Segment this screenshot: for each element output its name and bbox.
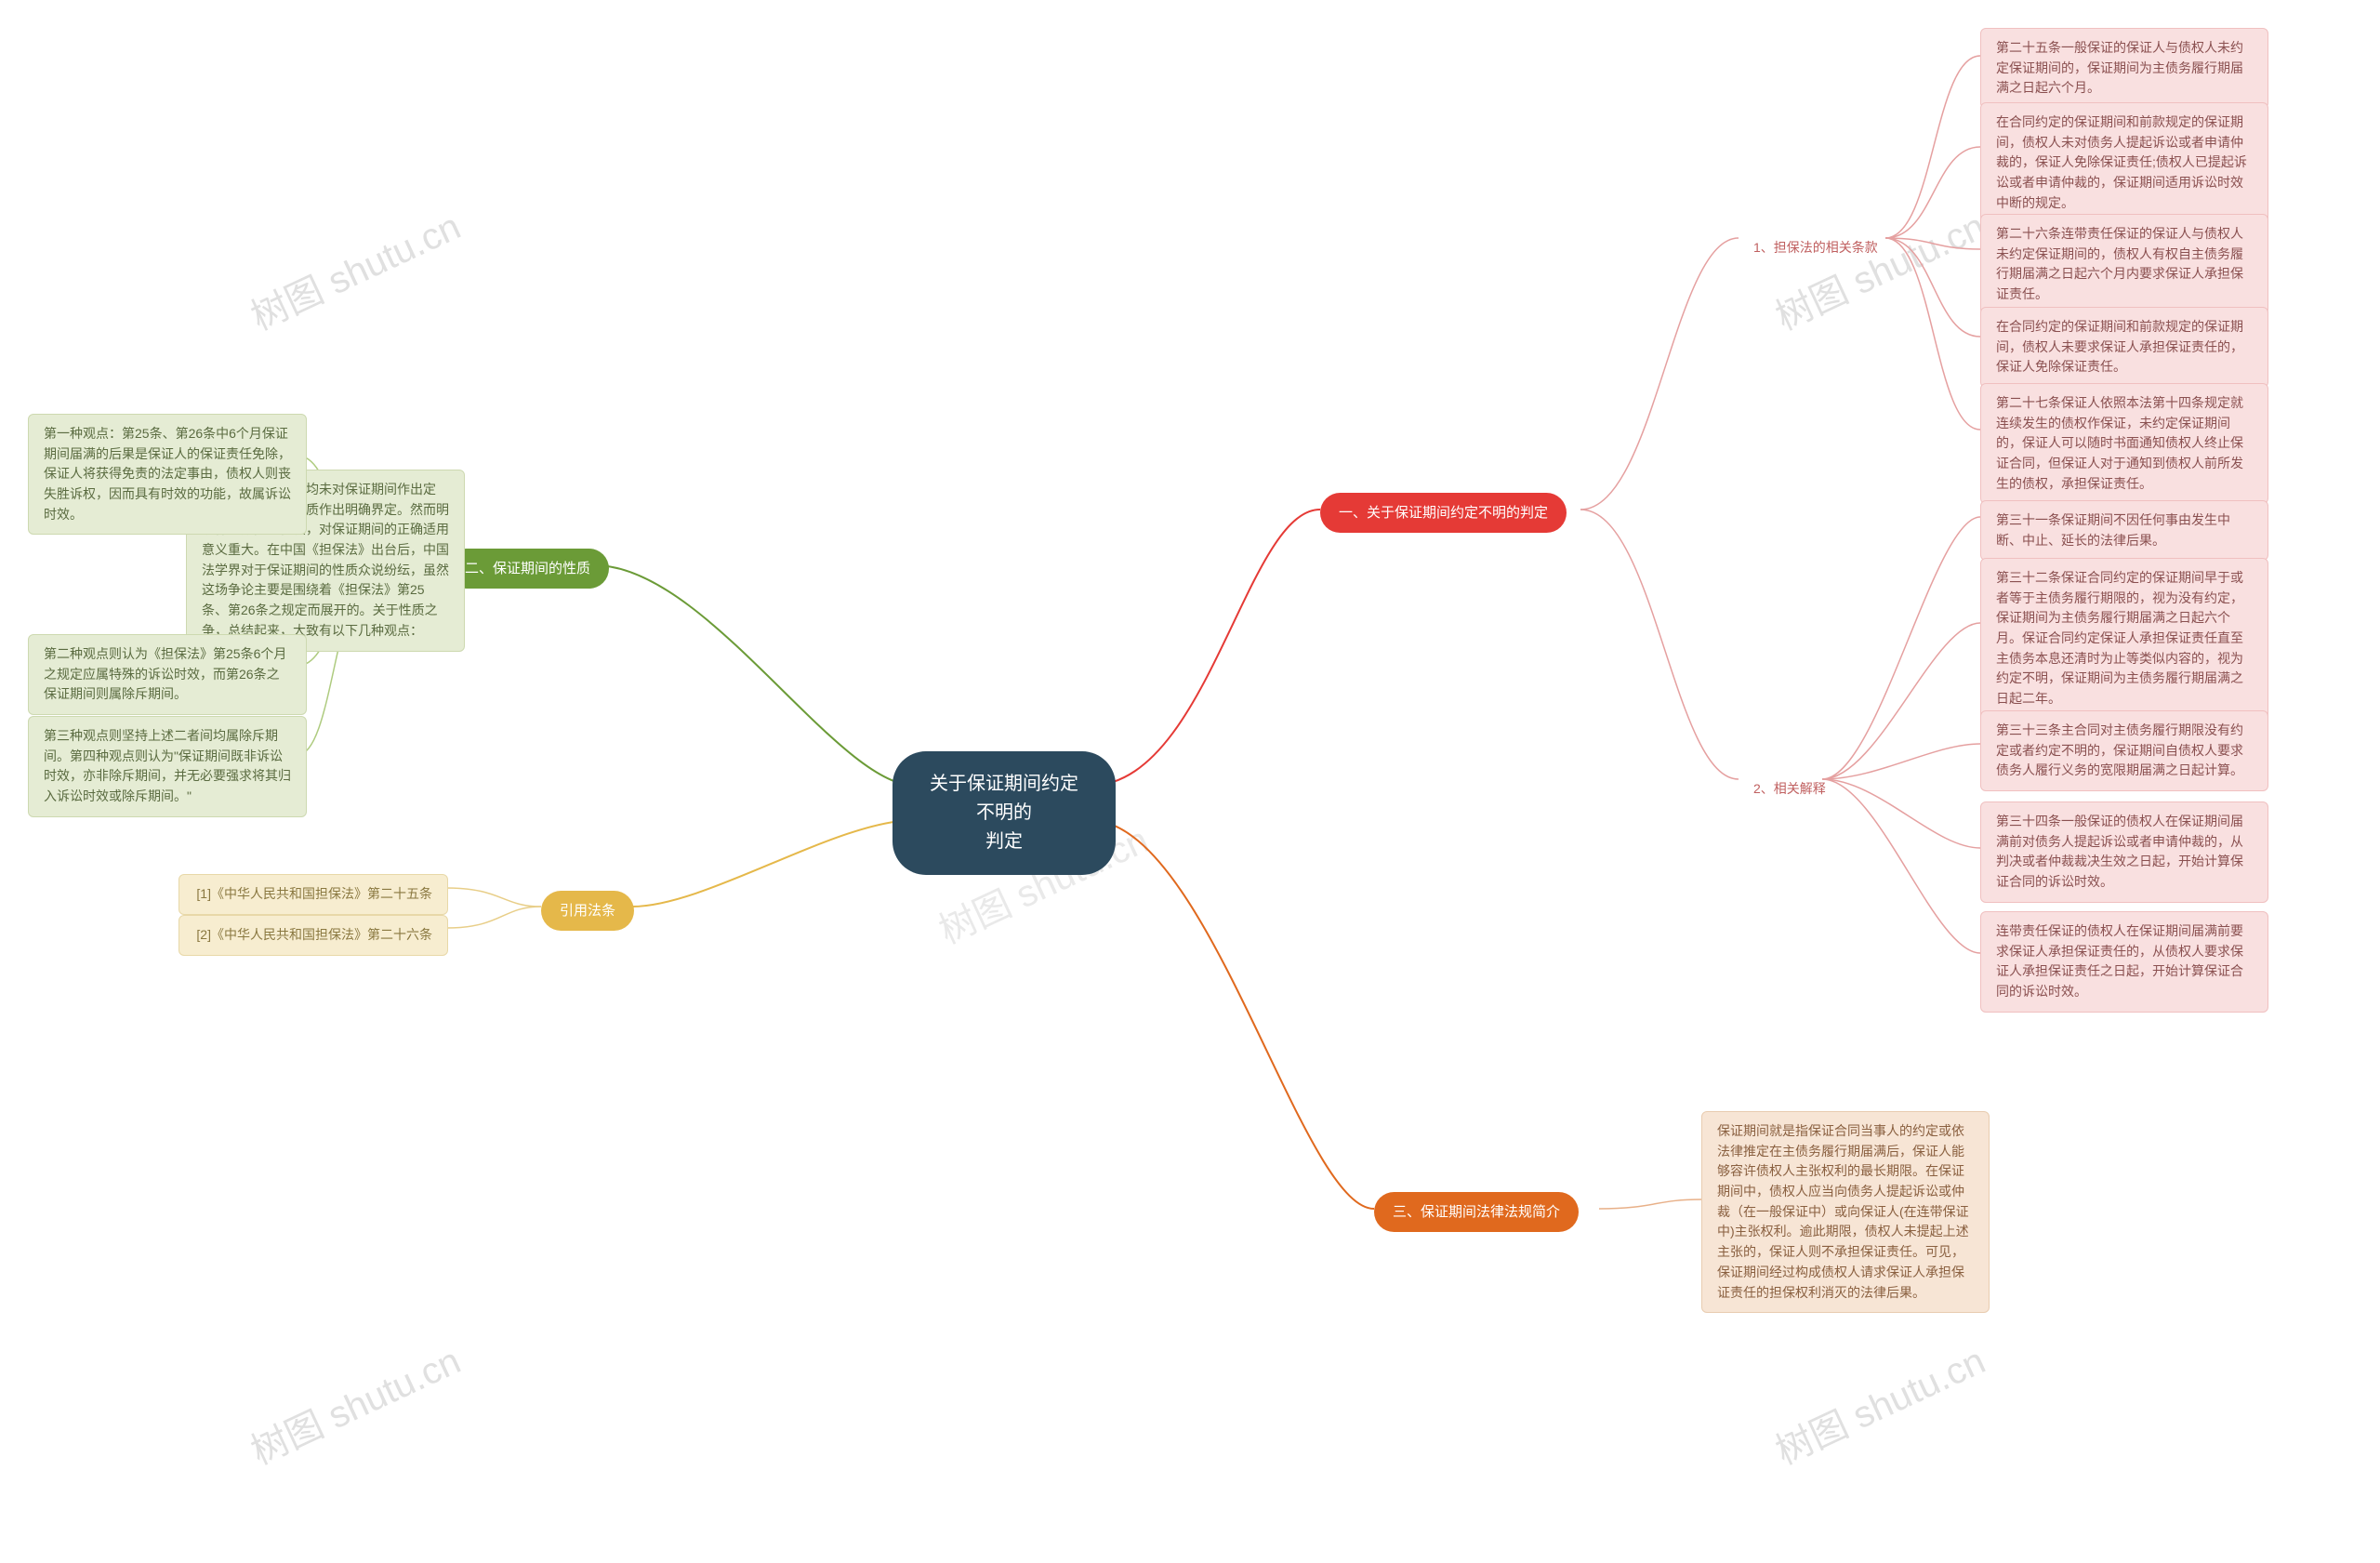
branch1-sub2-leaf-3: 第三十四条一般保证的债权人在保证期间届满前对债务人提起诉讼或者申请仲裁的，从判决… [1980, 801, 2268, 903]
branch4-title: 三、保证期间法律法规简介 [1374, 1192, 1579, 1232]
branch1-sub2-leaf-2: 第三十三条主合同对主债务履行期限没有约定或者约定不明的，保证期间自债权人要求债务… [1980, 710, 2268, 791]
watermark: 树图 shutu.cn [1765, 1331, 1992, 1476]
branch2-leaf-0: 第一种观点：第25条、第26条中6个月保证期间届满的后果是保证人的保证责任免除，… [28, 414, 307, 535]
branch3-leaf-0: [1]《中华人民共和国担保法》第二十五条 [178, 874, 448, 915]
branch3-title: 引用法条 [541, 891, 634, 931]
branch2-leaf-2: 第三种观点则坚持上述二者间均属除斥期间。第四种观点则认为"保证期间既非诉讼时效，… [28, 716, 307, 817]
branch1-sub1-leaf-0: 第二十五条一般保证的保证人与债权人未约定保证期间的，保证期间为主债务履行期届满之… [1980, 28, 2268, 109]
root-node: 关于保证期间约定不明的 判定 [892, 751, 1116, 875]
root-line2: 判定 [922, 828, 1086, 856]
branch2-title: 二、保证期间的性质 [446, 549, 609, 589]
branch1-sub1-leaf-1: 在合同约定的保证期间和前款规定的保证期间，债权人未对债务人提起诉讼或者申请仲裁的… [1980, 102, 2268, 223]
branch2-leaf-1: 第二种观点则认为《担保法》第25条6个月之规定应属特殊的诉讼时效，而第26条之保… [28, 634, 307, 715]
branch1-sub2-leaf-0: 第三十一条保证期间不因任何事由发生中断、中止、延长的法律后果。 [1980, 500, 2268, 561]
branch1-sub1-leaf-3: 在合同约定的保证期间和前款规定的保证期间，债权人未要求保证人承担保证责任的，保证… [1980, 307, 2268, 388]
watermark: 树图 shutu.cn [1765, 197, 1992, 341]
branch1-title: 一、关于保证期间约定不明的判定 [1320, 493, 1567, 533]
branch1-sub1-title: 1、担保法的相关条款 [1739, 229, 1893, 268]
branch4-leaf: 保证期间就是指保证合同当事人的约定或依法律推定在主债务履行期届满后，保证人能够容… [1701, 1111, 1990, 1313]
watermark: 树图 shutu.cn [241, 1331, 468, 1476]
branch1-sub2-title: 2、相关解释 [1739, 770, 1841, 809]
branch3-leaf-1: [2]《中华人民共和国担保法》第二十六条 [178, 915, 448, 956]
watermark: 树图 shutu.cn [241, 197, 468, 341]
branch1-sub1-leaf-2: 第二十六条连带责任保证的保证人与债权人未约定保证期间的，债权人有权自主债务履行期… [1980, 214, 2268, 315]
root-line1: 关于保证期间约定不明的 [922, 770, 1086, 828]
branch1-sub2-leaf-1: 第三十二条保证合同约定的保证期间早于或者等于主债务履行期限的，视为没有约定，保证… [1980, 558, 2268, 720]
branch1-sub1-leaf-4: 第二十七条保证人依照本法第十四条规定就连续发生的债权作保证，未约定保证期间的，保… [1980, 383, 2268, 504]
branch1-sub2-leaf-4: 连带责任保证的债权人在保证期间届满前要求保证人承担保证责任的，从债权人要求保证人… [1980, 911, 2268, 1013]
